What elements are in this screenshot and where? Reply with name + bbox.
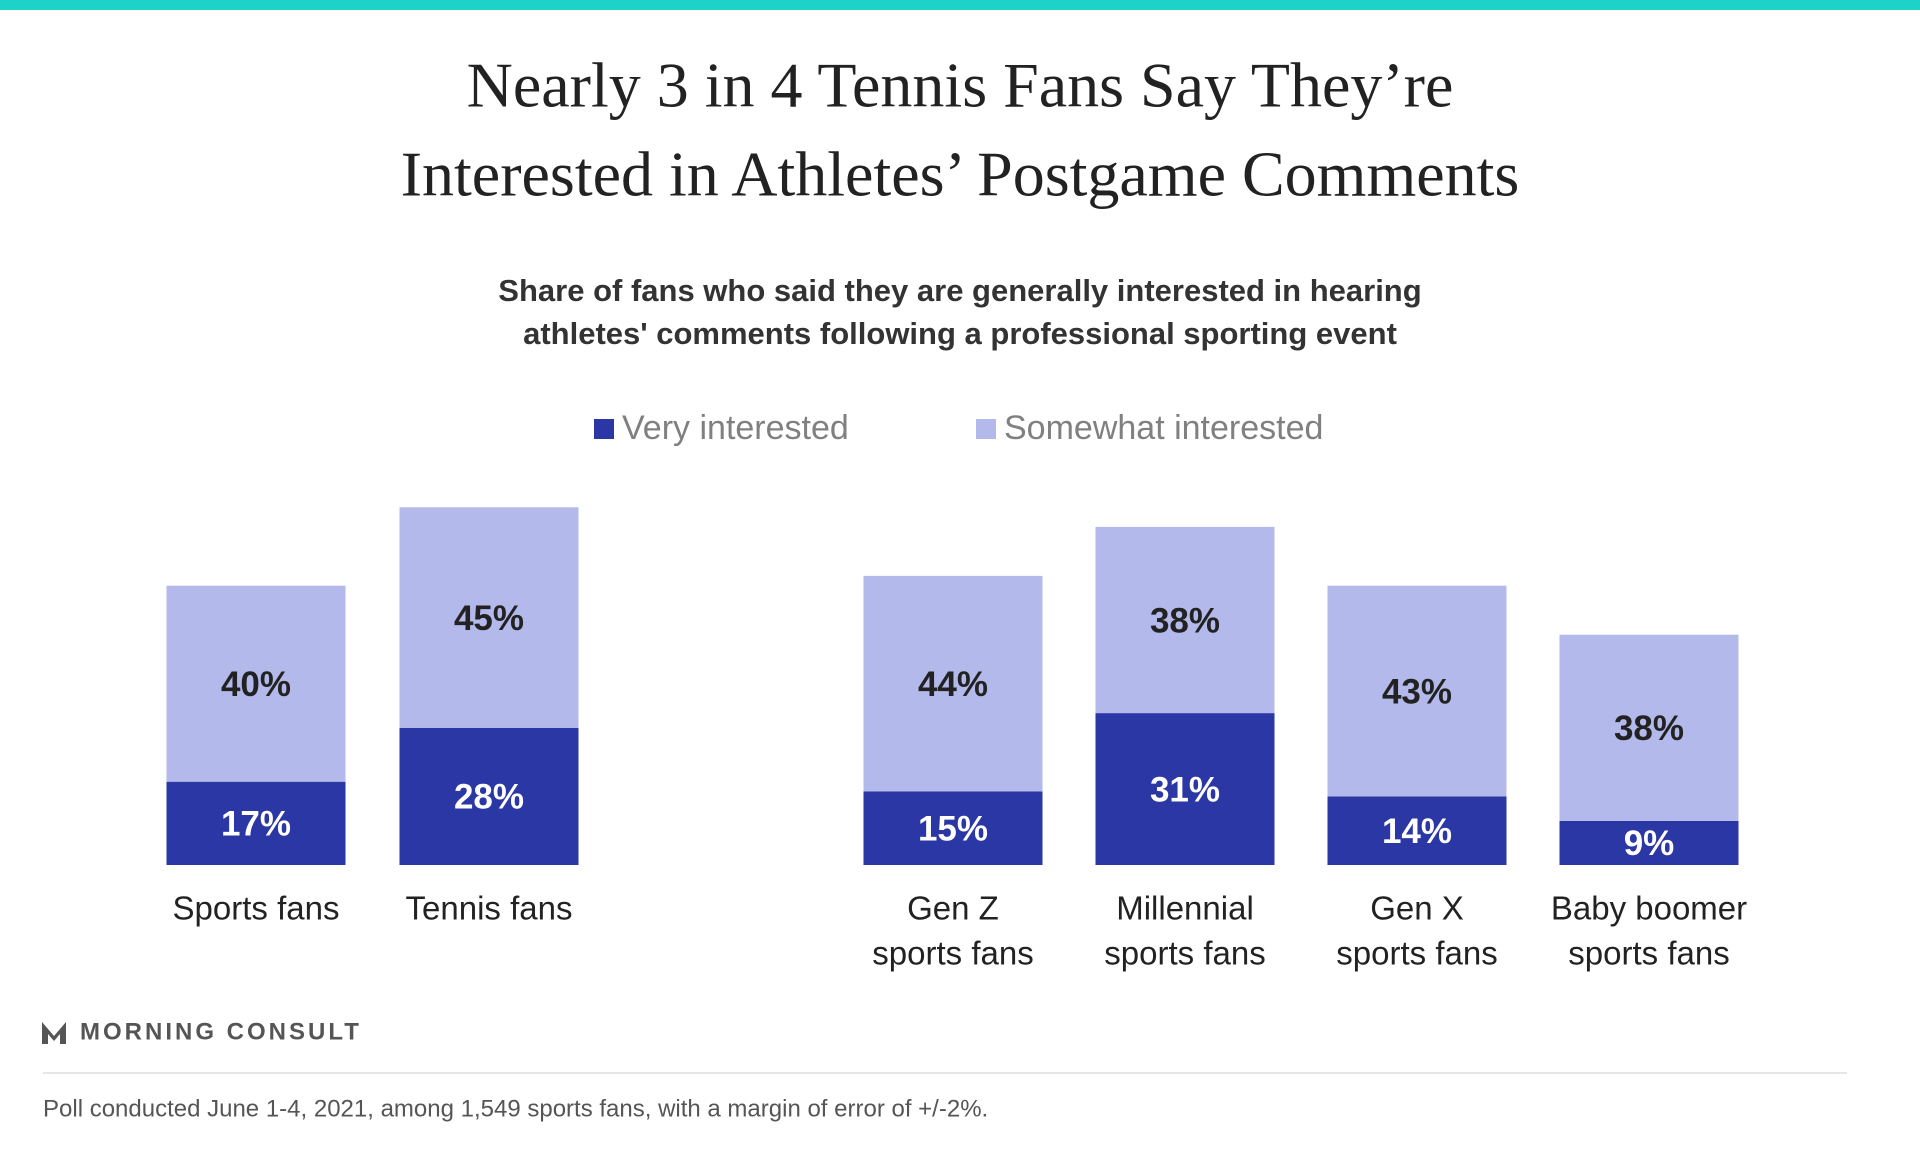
value-label: 40%	[221, 665, 291, 704]
brand: MORNING CONSULT	[80, 1018, 362, 1045]
value-label: 17%	[221, 805, 291, 844]
legend-label: Very interested	[622, 409, 849, 447]
value-label: 45%	[454, 599, 524, 638]
chart-title: Interested in Athletes’ Postgame Comment…	[401, 139, 1520, 210]
footnote: Poll conducted June 1-4, 2021, among 1,5…	[43, 1095, 988, 1122]
value-label: 31%	[1150, 770, 1220, 809]
x-tick-label: Millennial	[1116, 890, 1254, 927]
logo-icon	[42, 1022, 66, 1044]
chart-subtitle: Share of fans who said they are generall…	[498, 273, 1421, 308]
value-label: 15%	[918, 810, 988, 849]
top-band	[0, 0, 1920, 10]
value-label: 28%	[454, 778, 524, 817]
x-tick-label: sports fans	[1104, 935, 1265, 972]
legend-label: Somewhat interested	[1004, 409, 1323, 447]
bar-segment	[863, 791, 1043, 865]
bar-segment	[399, 727, 579, 865]
bar-segment	[1095, 526, 1275, 714]
bar-segment	[166, 781, 346, 865]
bar-segment	[863, 575, 1043, 792]
x-tick-label: sports fans	[1336, 935, 1497, 972]
value-label: 38%	[1614, 709, 1684, 748]
x-tick-label: Baby boomer	[1551, 890, 1747, 927]
chart-title: Nearly 3 in 4 Tennis Fans Say They’re	[467, 50, 1454, 121]
value-label: 9%	[1624, 824, 1675, 863]
value-label: 44%	[918, 665, 988, 704]
value-label: 38%	[1150, 601, 1220, 640]
bar-segment	[1327, 796, 1507, 865]
bar-segment	[1095, 713, 1275, 865]
x-tick-label: sports fans	[872, 935, 1033, 972]
bar-segment	[1559, 820, 1739, 865]
bar-segment	[399, 507, 579, 728]
x-tick-label: Gen Z	[907, 890, 999, 927]
bar-segment	[166, 585, 346, 782]
legend-swatch	[594, 419, 614, 439]
x-tick-label: Sports fans	[173, 890, 340, 927]
chart-subtitle: athletes' comments following a professio…	[523, 316, 1397, 351]
legend-swatch	[976, 419, 996, 439]
bar-segment	[1327, 585, 1507, 797]
x-tick-label: Tennis fans	[406, 890, 573, 927]
value-label: 14%	[1382, 812, 1452, 851]
bar-segment	[1559, 634, 1739, 821]
x-tick-label: Gen X	[1370, 890, 1464, 927]
value-label: 43%	[1382, 672, 1452, 711]
x-tick-label: sports fans	[1568, 935, 1729, 972]
